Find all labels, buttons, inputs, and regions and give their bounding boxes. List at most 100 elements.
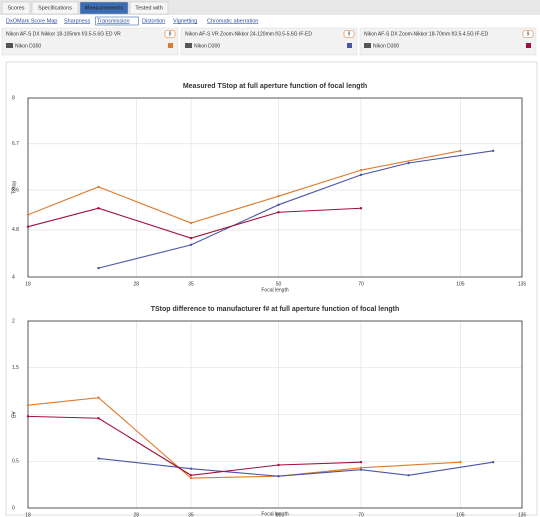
lens-score: 9 (348, 32, 351, 38)
lens-name: Nikon AF-S VR Zoom-Nikkor 24-120mm f/3.5… (185, 31, 312, 37)
x-tick-label: 50 (276, 512, 282, 517)
chart-title: Measured TStop at full aperture function… (183, 83, 367, 90)
tab-label[interactable]: Scores (7, 5, 24, 11)
data-point (491, 149, 495, 153)
data-point (277, 475, 280, 478)
x-tick-label: 135 (518, 281, 527, 287)
x-tick-label: 18 (25, 512, 31, 517)
score-badge (343, 30, 355, 38)
subtabs: DxOMark Score Map Sharpness Transmission Di… (6, 16, 258, 26)
x-tick-label: 105 (456, 512, 465, 517)
tabs: Scores Specifications Measurements Tested w… (1, 1, 169, 15)
series-line (98, 457, 494, 477)
data-point (359, 466, 363, 469)
lens-color (347, 43, 352, 48)
data-point (97, 207, 100, 210)
score-badge (164, 30, 176, 38)
x-tick-label: 70 (358, 512, 364, 517)
data-point (26, 415, 30, 418)
tab[interactable] (31, 1, 79, 15)
tab-label[interactable]: Specifications (38, 5, 72, 11)
subtab-link[interactable]: Chromatic aberration (207, 18, 258, 24)
data-point (359, 207, 363, 210)
chart-container (5, 61, 538, 516)
tab[interactable] (129, 1, 169, 15)
tab-label[interactable]: Measurements (85, 5, 124, 11)
data-point (359, 460, 363, 464)
y-tick-label: 0.5 (12, 459, 19, 465)
subtab-link[interactable]: Sharpness (64, 18, 91, 24)
series-line (98, 150, 494, 269)
x-axis-label: Focal length (261, 511, 288, 517)
tab[interactable] (1, 1, 31, 15)
data-point (189, 467, 193, 470)
lens-panels: Nikon AF-S DX Nikkor 18-105mm f/3.5-5.6G… (1, 27, 537, 56)
camera-icon (6, 43, 13, 48)
data-point (277, 211, 280, 214)
camera-icon (364, 43, 371, 48)
series-line (27, 150, 461, 224)
subtab-link[interactable]: Distortion (142, 18, 165, 24)
y-tick-label: 8 (12, 95, 15, 101)
charts: Measured TStop at full aperture function… (11, 83, 526, 517)
x-tick-label: 50 (276, 281, 282, 287)
x-tick-label: 70 (358, 281, 364, 287)
y-tick-label: 1.5 (12, 365, 19, 371)
lens-color (168, 43, 173, 48)
data-point (97, 185, 100, 189)
y-tick-label: 4 (12, 274, 15, 280)
series-line (27, 397, 461, 479)
y-tick-label: 0 (12, 505, 15, 511)
lens-panel (1, 27, 179, 56)
x-tick-label: 28 (134, 281, 140, 287)
data-point (359, 468, 363, 471)
data-point (189, 236, 193, 240)
y-tick-label: 1 (12, 412, 15, 418)
data-point (97, 396, 100, 399)
plot-frame (27, 320, 523, 509)
x-tick-label: 18 (25, 281, 31, 287)
data-point (407, 474, 410, 477)
lens-score: 8 (169, 32, 172, 38)
data-point (26, 225, 30, 228)
lens-name: Nikon AF-S DX Nikkor 18-105mm f/3.5-5.6G… (6, 31, 121, 37)
camera-icon (185, 43, 192, 48)
lens-panel (359, 27, 537, 56)
lens-color (526, 43, 531, 48)
y-tick-label: 4.8 (12, 227, 19, 233)
plot-frame (27, 97, 523, 278)
x-tick-label: 35 (188, 281, 194, 287)
y-axis-label: TStop (11, 181, 17, 195)
data-point (359, 168, 363, 172)
data-point (189, 243, 193, 247)
camera-name: Nikon D300 (373, 43, 399, 49)
tab[interactable] (79, 1, 129, 15)
subtab-active (95, 16, 139, 26)
y-axis-label: EV (11, 411, 17, 418)
subtab-link[interactable]: Vignetting (173, 18, 197, 24)
data-point (459, 460, 462, 464)
data-point (359, 173, 363, 177)
data-point (97, 417, 100, 420)
lens-name: Nikon AF-S DX Zoom-Nikkor 18-70mm f/3.5-… (364, 31, 489, 37)
data-point (26, 403, 30, 407)
data-point (277, 194, 280, 198)
tab-label[interactable]: Tested with (135, 5, 163, 11)
data-point (97, 266, 100, 270)
score-badge (522, 30, 534, 38)
data-point (277, 463, 280, 467)
subtab-link[interactable]: Transmission (97, 18, 130, 24)
y-tick-label: 2 (12, 318, 15, 324)
data-point (26, 213, 30, 216)
camera-name: Nikon D300 (15, 43, 41, 49)
data-point (189, 474, 193, 477)
chart-title: TStop difference to manufacturer f# at f… (151, 306, 400, 313)
x-axis-label: Focal length (261, 287, 288, 293)
x-tick-label: 28 (134, 512, 140, 517)
data-point (491, 460, 495, 464)
x-tick-label: 35 (188, 512, 194, 517)
data-point (189, 476, 193, 480)
x-tick-label: 105 (456, 281, 465, 287)
subtab-link[interactable]: DxOMark Score Map (6, 18, 57, 24)
